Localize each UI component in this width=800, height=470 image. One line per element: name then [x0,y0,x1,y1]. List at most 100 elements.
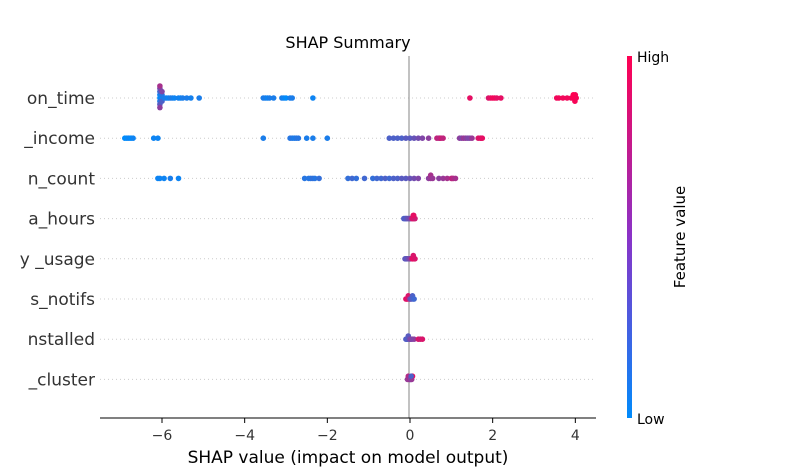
feature-label: _income [23,129,95,149]
feature-label: a_hours [28,210,95,230]
shap-point [556,95,562,101]
shap-point [411,135,417,141]
shap-point [171,95,178,101]
shap-point [310,95,316,101]
colorbar-low-label: Low [637,412,665,428]
feature-label: n_count [28,169,96,189]
shap-point [295,135,302,141]
shap-point [440,175,446,182]
shap-point [353,175,360,182]
shap-point [436,175,442,182]
shap-point [260,135,267,141]
shap-point [370,175,376,182]
feature-label: on_time [27,89,95,109]
shap-point [467,95,473,101]
shap-point [312,175,318,182]
x-axis-ticks: −6 −4 −2 0 2 4 [152,418,580,444]
x-axis-label: SHAP value (impact on model output) [188,448,509,468]
shap-point [378,175,384,182]
shap-point [175,175,182,182]
chart-title: SHAP Summary [285,33,410,52]
shap-point [130,135,136,141]
shap-point [410,212,417,219]
shap-point [361,175,368,182]
shap-point [188,95,194,101]
shap-point [425,135,432,141]
shap-point [419,135,426,141]
shap-point [179,95,186,101]
shap-point [283,95,289,101]
shap-point [415,175,422,182]
shap-point [469,135,475,141]
shap-point [560,95,566,101]
shap-point [452,175,459,182]
shap-point [564,95,570,101]
shap-point [345,175,351,182]
shap-point [407,135,413,141]
shap-point [390,175,397,182]
shap-point [407,175,413,182]
shap-point [266,95,273,101]
shap-point [382,175,389,182]
shap-point [289,95,296,101]
shap-point [324,135,331,141]
shap-point [155,135,161,141]
shap-point [167,175,174,182]
shap-point [159,88,165,95]
shap-point [196,95,202,101]
shap-point [398,175,405,182]
shap-points [122,83,579,383]
x-tick-label: −4 [234,428,255,444]
colorbar-high-label: High [637,50,669,66]
shap-point [494,95,500,101]
shap-point [440,135,446,141]
x-tick-label: 2 [488,428,497,444]
shap-point [157,175,163,182]
shap-point [157,83,163,89]
shap-point [403,175,409,182]
shap-point [150,135,157,141]
feature-row-guides [100,97,596,380]
shap-point [408,336,414,343]
colorbar [627,56,632,418]
shap-point [394,135,401,141]
shap-point [419,336,426,343]
shap-point [411,296,417,302]
shap-point [415,135,422,141]
shap-point [157,104,163,111]
shap-point [573,95,579,101]
shap-point [479,135,486,141]
shap-point [398,135,405,141]
colorbar-title: Feature value [671,186,689,288]
feature-label: y _usage [20,250,95,270]
x-tick-label: −6 [152,428,173,444]
shap-point [498,95,504,101]
shap-point [301,175,308,182]
shap-point [390,135,397,141]
shap-point [349,175,355,182]
shap-point [411,175,417,182]
shap-point [303,135,310,141]
shap-point [270,95,277,101]
feature-label: _cluster [28,370,95,390]
shap-point [316,175,322,182]
shap-point [412,255,418,262]
shap-point [403,135,409,141]
feature-label: nstalled [28,330,95,350]
shap-point [184,95,190,101]
shap-point [386,135,393,141]
shap-point [386,175,393,182]
x-tick-label: 0 [406,428,415,444]
feature-label: s_notifs [30,290,95,310]
x-tick-label: −2 [317,428,338,444]
shap-point [394,175,401,182]
shap-point [374,175,380,182]
shap-point [161,175,167,182]
shap-point [310,135,316,141]
shap-point [408,373,415,380]
x-tick-label: 4 [571,428,580,444]
shap-point [444,175,451,182]
shap-point [429,175,436,182]
